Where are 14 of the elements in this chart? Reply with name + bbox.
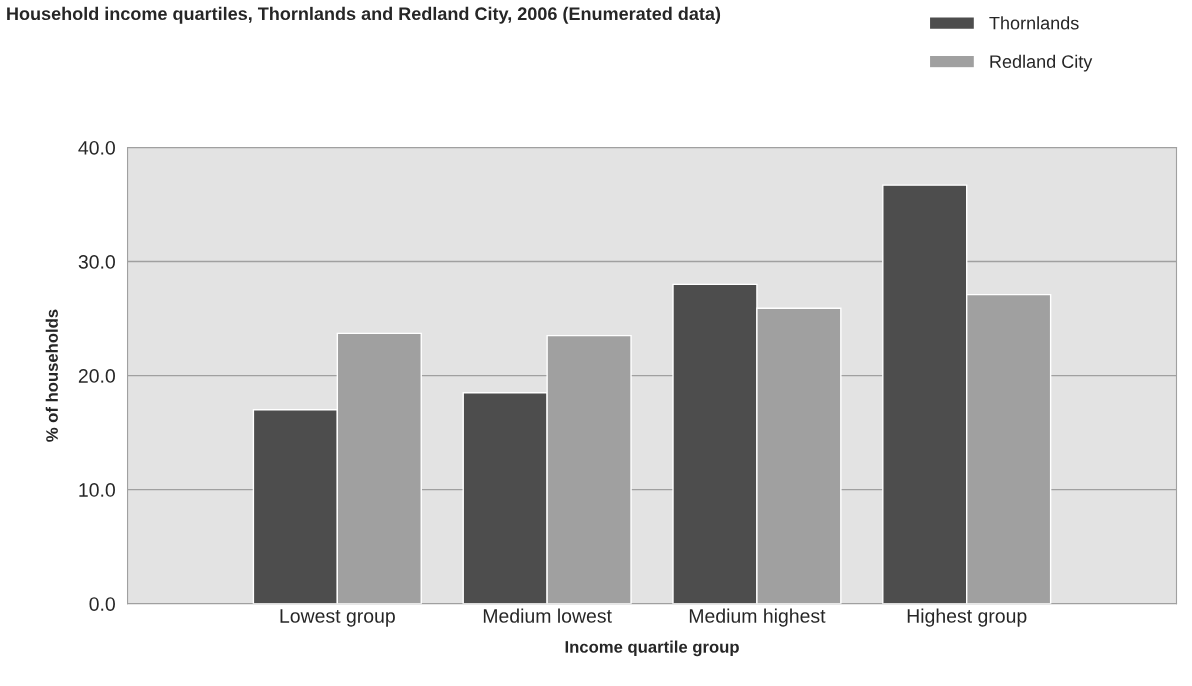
chart-title: Household income quartiles, Thornlands and Redland City, 2006 (Enumerated data) bbox=[7, 6, 721, 24]
x-tick-label: Highest group bbox=[907, 608, 1027, 627]
x-tick-label: Medium highest bbox=[689, 608, 826, 627]
y-tick-label: 20.0 bbox=[78, 369, 115, 383]
y-tick-label: 10.0 bbox=[79, 483, 115, 497]
x-tick-label: Lowest group bbox=[280, 609, 395, 627]
legend-label: Redland City bbox=[990, 54, 1093, 72]
x-tick-label: Medium lowest bbox=[483, 608, 612, 623]
y-tick-label: 0.0 bbox=[89, 597, 115, 611]
y-tick-label: 40.0 bbox=[78, 140, 115, 155]
x-axis-title: Income quartile group bbox=[565, 640, 739, 657]
legend-label: Thornlands bbox=[989, 16, 1079, 30]
y-tick-label: 30.0 bbox=[78, 255, 115, 269]
y-axis-title: % of households bbox=[45, 309, 58, 442]
